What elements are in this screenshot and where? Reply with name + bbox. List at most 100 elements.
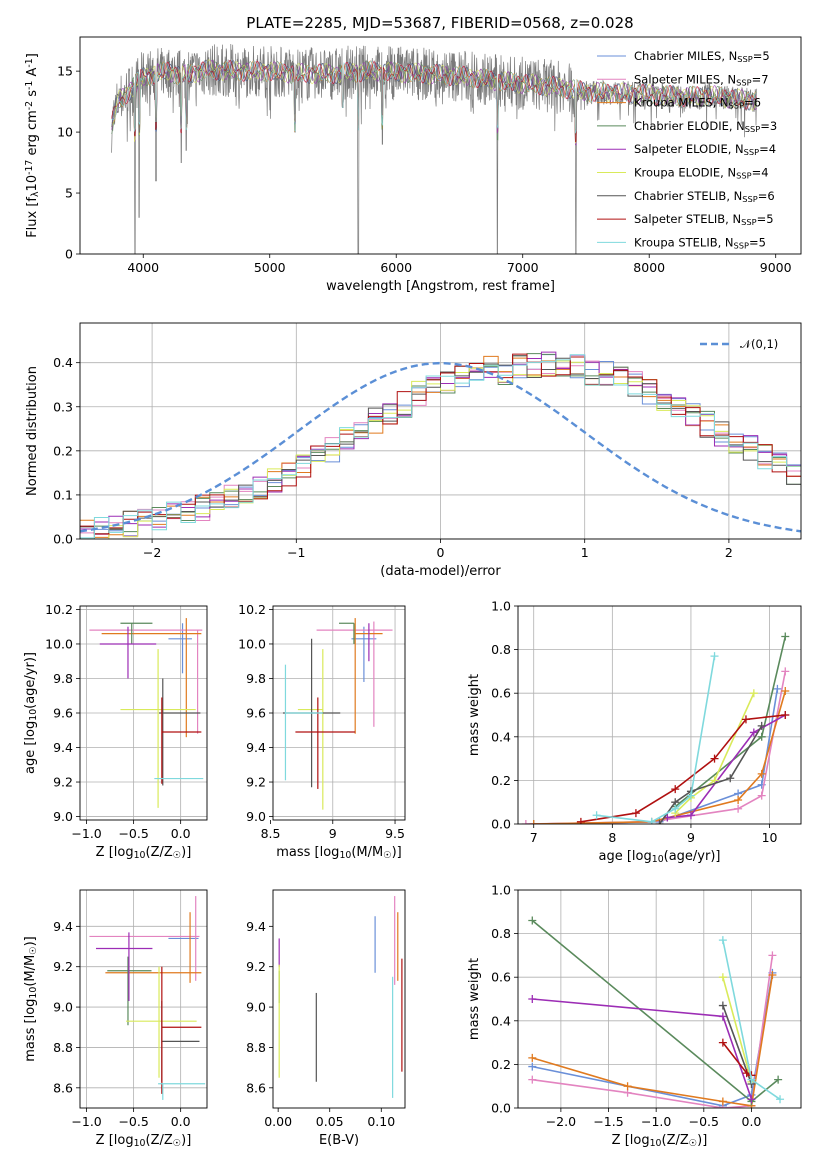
axes-age_vs_Z: −1.0 −0.5 0.0 9.0 9.2 9.4 9.6 9.8 10.0 10.2 Z [log… <box>23 602 208 861</box>
x-tick-label: 9.5 <box>385 826 405 841</box>
y-tick-label: 0 <box>65 247 73 262</box>
x-axis-label: (data-model)/error <box>380 564 501 579</box>
axes-frame <box>79 322 802 540</box>
y-tick-label: 0.1 <box>53 487 73 502</box>
weight-line <box>667 714 786 819</box>
x-tick-label: 6000 <box>380 260 412 275</box>
weight-line <box>596 655 716 823</box>
x-tick-label: −2 <box>143 545 161 560</box>
y-tick-label: 9.0 <box>53 809 73 824</box>
x-tick-label: 0.00 <box>264 1114 292 1129</box>
legend-entry: Chabrier MILES, NSSP=5 <box>634 49 770 64</box>
x-tick-label: 0.0 <box>171 826 191 841</box>
errorbar-point <box>161 697 202 784</box>
weight-marker <box>776 1095 785 1104</box>
weight-marker <box>781 632 790 641</box>
model-spectrum-line <box>111 60 757 143</box>
weight-marker <box>757 769 766 778</box>
axes-age_vs_mass: 8.5 9 9.5 9.0 9.2 9.4 9.6 9.8 10.0 10.2 mass [log1… <box>238 602 406 861</box>
errorbar-point <box>89 896 200 981</box>
y-tick-label: 0.2 <box>491 773 511 788</box>
weight-marker <box>671 804 680 813</box>
weight-marker <box>718 973 727 982</box>
y-tick-label: 10.0 <box>45 636 73 651</box>
x-tick-label: 10 <box>762 830 778 845</box>
weight-marker <box>528 1062 537 1071</box>
plot-area-spectrum <box>111 43 758 254</box>
y-tick-label: 9.0 <box>53 1000 73 1015</box>
weight-marker <box>592 811 601 820</box>
weight-marker <box>686 811 695 820</box>
weight-marker <box>576 817 585 824</box>
axes-mass_vs_Z: −1.0 −0.5 0.0 8.6 8.8 9.0 9.2 9.4 Z [log10(Z/Z☉)… <box>23 889 208 1149</box>
y-tick-label: 9.6 <box>53 706 73 721</box>
errorbar-point <box>105 912 202 983</box>
axes-frame <box>272 889 406 1109</box>
y-tick-label: 0.6 <box>491 970 511 985</box>
x-axis-label: wavelength [Angstrom, rest frame] <box>326 279 555 294</box>
x-tick-label: 8.5 <box>261 826 281 841</box>
axes-frame <box>272 605 406 821</box>
weight-series <box>576 711 790 824</box>
weight-line <box>532 972 774 1107</box>
x-tick-label: 9000 <box>760 260 792 275</box>
y-tick-label: 0.2 <box>53 443 73 458</box>
y-tick-label: 9.2 <box>246 775 266 790</box>
x-tick-label: −1.0 <box>641 1114 671 1129</box>
y-tick-label: 9.2 <box>53 959 73 974</box>
x-tick-label: −0.5 <box>118 826 148 841</box>
model-spectrum-line <box>111 60 757 134</box>
weight-marker <box>718 1001 727 1010</box>
y-tick-label: 9.4 <box>53 740 73 755</box>
weight-series <box>718 936 785 1104</box>
y-tick-label: 8.6 <box>53 1080 73 1095</box>
x-tick-label: 0.0 <box>171 1114 191 1129</box>
axes-weight_vs_Z: −2.0 −1.5 −1.0 −0.5 0.0 0.0 0.2 0.4 0.6 0.8 1.0 Z [… <box>467 883 802 1149</box>
weight-marker <box>528 916 537 925</box>
y-tick-label: 9.2 <box>246 959 266 974</box>
axes-spectrum: 4000 5000 6000 7000 8000 9000 0 5 10 15 wavelength… <box>24 36 802 294</box>
x-axis-label: Z [log10(Z/Z☉)] <box>96 845 192 861</box>
errorbar-point <box>295 697 356 789</box>
model-spectrum-line <box>111 59 757 144</box>
axes-residuals: −2 −1 0 1 2 0.0 0.1 0.2 0.3 0.4 (data-model)/error… <box>25 322 802 579</box>
x-tick-label: 9 <box>687 830 695 845</box>
y-tick-label: 9.8 <box>53 671 73 686</box>
y-tick-label: 0.3 <box>53 399 73 414</box>
y-tick-label: 0.6 <box>491 686 511 701</box>
x-tick-label: −1.0 <box>71 826 101 841</box>
x-tick-label: −1.5 <box>593 1114 623 1129</box>
errorbar-point <box>158 1083 206 1100</box>
model-spectrum-line <box>111 60 757 146</box>
x-tick-label: 8 <box>608 830 616 845</box>
legend-entry: Salpeter MILES, NSSP=7 <box>634 72 769 87</box>
y-axis-label: mass weight <box>467 958 482 1040</box>
y-axis-label: mass [log10(M/M☉)] <box>23 936 39 1062</box>
legend-entry: Chabrier STELIB, NSSP=6 <box>634 189 775 204</box>
plot-area-weight_vs_age <box>518 606 801 824</box>
x-tick-label: 0.0 <box>742 1114 762 1129</box>
y-tick-label: 1.0 <box>491 883 511 898</box>
x-axis-label: Z [log10(Z/Z☉)] <box>96 1133 192 1149</box>
y-tick-label: 9.4 <box>246 740 266 755</box>
figure-title: PLATE=2285, MJD=53687, FIBERID=0568, z=0… <box>246 14 633 32</box>
weight-marker <box>686 791 695 800</box>
weight-marker <box>655 820 664 824</box>
weight-line <box>722 976 753 1083</box>
axes-frame <box>517 889 802 1109</box>
errorbar-point <box>89 629 203 734</box>
weight-series <box>528 995 756 1104</box>
errorbar-point <box>339 622 355 644</box>
plot-area-mass_vs_Z <box>80 890 207 1108</box>
weight-line <box>532 955 774 1108</box>
weight-line <box>674 692 755 814</box>
x-tick-label: −1.0 <box>71 1114 101 1129</box>
weight-marker <box>710 652 719 661</box>
axes-frame <box>79 36 802 255</box>
weight-marker <box>718 1038 727 1047</box>
weight-marker <box>757 732 766 741</box>
y-tick-label: 9.6 <box>246 706 266 721</box>
weight-marker <box>631 809 640 818</box>
model-spectrum-line <box>111 61 757 141</box>
